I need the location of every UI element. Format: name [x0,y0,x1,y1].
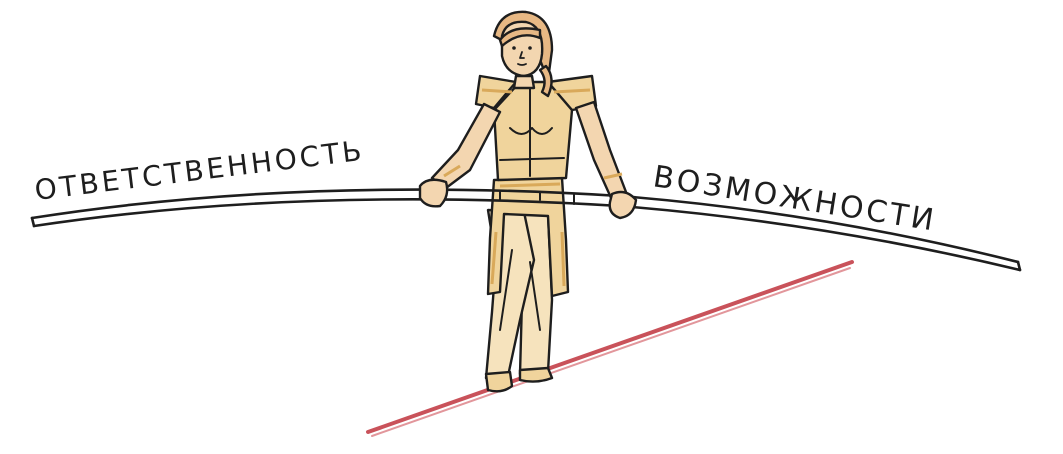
label-responsibility: ОТВЕТСТВЕННОСТЬ [33,134,366,207]
hands [418,178,638,220]
tightrope [366,260,854,437]
balance-pole [30,188,1022,272]
feet [484,366,554,393]
head [492,10,554,98]
